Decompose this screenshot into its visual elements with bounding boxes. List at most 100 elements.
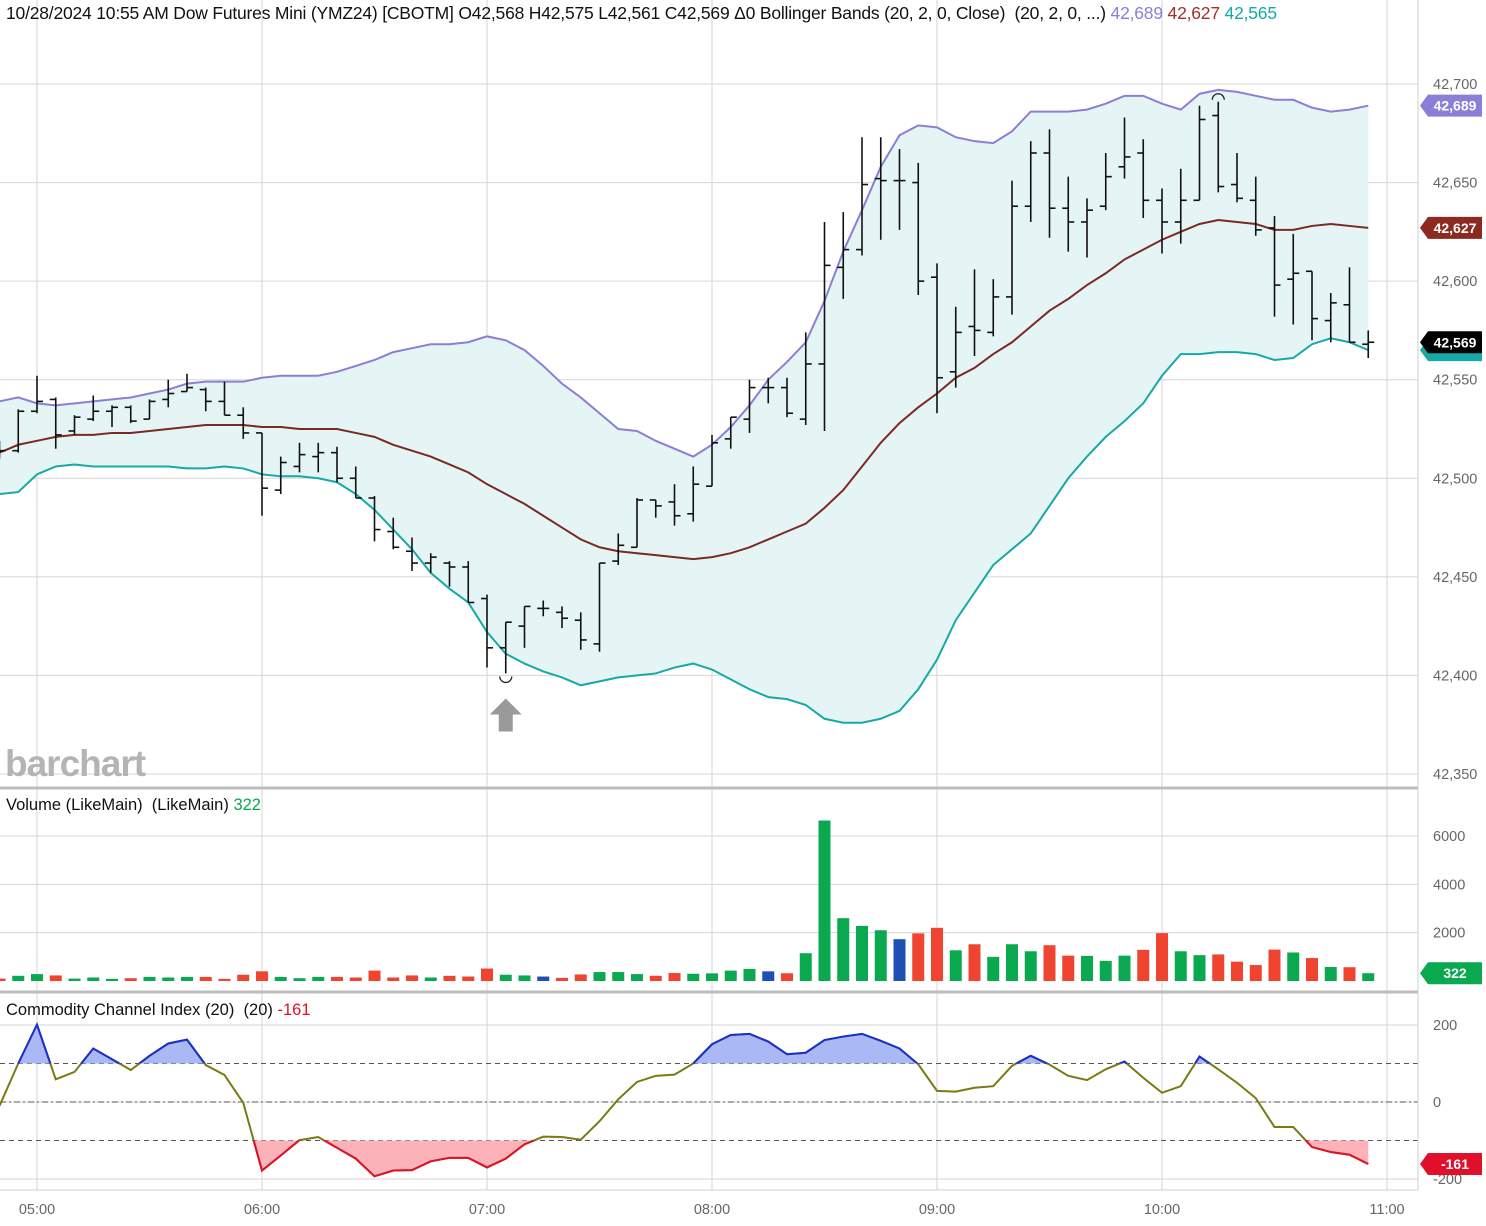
- price-bar: [1081, 198, 1093, 258]
- volume-tick-label: 2000: [1433, 926, 1465, 942]
- volume-bar: [481, 968, 493, 981]
- volume-bar: [668, 973, 681, 981]
- price-bar: [631, 497, 643, 549]
- middle-band-badge-shape: [1420, 216, 1482, 239]
- volume-bar: [912, 933, 925, 981]
- volume-bar: [181, 976, 193, 981]
- price-bar: [612, 533, 625, 566]
- price-bar: [124, 405, 137, 424]
- price-bar: [87, 395, 100, 422]
- bollinger-middle-line: [0, 219, 1369, 561]
- volume-bar: [1268, 949, 1281, 981]
- price-bar: [1324, 292, 1337, 343]
- cci-overbought-fill: [0, 1024, 1369, 1064]
- price-bar: [181, 373, 193, 393]
- header-middle-value: 42,627: [1167, 3, 1221, 23]
- middle-band-badge-text: 42,627: [1434, 220, 1477, 236]
- volume-bar: [1362, 973, 1375, 981]
- volume-bar: [574, 974, 587, 981]
- time-tick-label: 06:00: [244, 1202, 280, 1218]
- cci-line: [0, 1021, 1369, 1178]
- volume-bar: [12, 975, 25, 981]
- price-bar: [1118, 117, 1131, 179]
- cci-badge-shape: [1420, 1152, 1482, 1175]
- cci-tick-label: 200: [1433, 1018, 1457, 1034]
- price-tick-label: 42,450: [1433, 570, 1477, 586]
- price-bar: [1362, 330, 1375, 359]
- price-bar: [724, 416, 737, 449]
- cci-title[interactable]: Commodity Channel Index (20) (20) -161: [6, 1001, 311, 1020]
- price-tick-label: 42,500: [1433, 471, 1477, 487]
- volume-bar: [406, 975, 418, 981]
- time-tick-label: 07:00: [469, 1202, 505, 1218]
- volume-bar: [518, 975, 531, 981]
- volume-bar: [874, 930, 887, 981]
- volume-bar: [724, 970, 737, 981]
- volume-bar: [87, 977, 100, 981]
- price-bar: [556, 606, 568, 629]
- price-bar: [1006, 180, 1018, 315]
- volume-bar: [968, 944, 981, 981]
- volume-bar: [1118, 955, 1131, 981]
- volume-bar: [949, 950, 962, 981]
- volume-bar: [1343, 967, 1356, 981]
- price-bar: [874, 137, 887, 240]
- price-bar: [162, 379, 175, 408]
- price-bar: [481, 594, 493, 668]
- cci-title-text: Commodity Channel Index (20) (20): [6, 1001, 273, 1019]
- price-bar: [1268, 216, 1281, 317]
- volume-bar: [743, 968, 756, 981]
- upper-band-badge: 42,689: [1420, 94, 1482, 117]
- price-bar: [649, 499, 662, 518]
- volume-bar: [893, 939, 906, 981]
- price-bar: [293, 442, 306, 473]
- volume-bar: [443, 975, 456, 981]
- volume-bar: [218, 978, 231, 981]
- up-arrow-icon: [489, 698, 522, 732]
- price-bar: [499, 621, 512, 674]
- volume-bar: [462, 976, 475, 981]
- bollinger-upper-line: [0, 88, 1369, 458]
- volume-title[interactable]: Volume (LikeMain) (LikeMain) 322: [6, 796, 261, 815]
- price-bar: [1062, 176, 1075, 252]
- price-bar: [199, 387, 212, 412]
- time-tick-label: 09:00: [919, 1202, 955, 1218]
- volume-bar: [1212, 954, 1225, 981]
- price-bar: [762, 377, 775, 404]
- volume-bar: [1156, 933, 1168, 981]
- price-bar: [743, 379, 756, 433]
- price-bar: [781, 377, 793, 418]
- volume-bar: [649, 975, 662, 981]
- header-lower-value: 42,565: [1224, 3, 1278, 23]
- last-price-badge-text: 42,569: [1434, 334, 1477, 350]
- volume-bar: [856, 925, 868, 981]
- price-bar: [349, 466, 362, 499]
- volume-bar: [818, 820, 831, 981]
- volume-bar: [31, 974, 43, 981]
- volume-bar: [1024, 951, 1037, 981]
- volume-bar: [781, 973, 793, 981]
- price-bar: [424, 553, 437, 573]
- volume-bar: [687, 973, 700, 981]
- bollinger-band-fill: [0, 89, 1369, 723]
- volume-bar: [1231, 961, 1243, 981]
- volume-badge: 322: [1420, 962, 1482, 985]
- header-study[interactable]: Bollinger Bands (20, 2, 0, Close) (20, 2…: [759, 3, 1106, 23]
- price-bar: [518, 605, 531, 648]
- header-instrument: Dow Futures Mini (YMZ24) [CBOTM]: [173, 3, 454, 23]
- last-price-badge: 42,569: [1420, 331, 1482, 354]
- volume-bar: [612, 972, 625, 981]
- cci-last-value: -161: [277, 1001, 311, 1019]
- price-bar: [443, 561, 456, 587]
- volume-bar: [68, 978, 81, 981]
- price-bar: [106, 405, 118, 428]
- price-bar: [1024, 141, 1037, 222]
- price-bar: [462, 561, 475, 604]
- price-tick-label: 42,600: [1433, 274, 1477, 290]
- bollinger-lower-line: [0, 337, 1369, 724]
- price-bar: [1156, 188, 1168, 254]
- volume-bar: [537, 976, 550, 981]
- price-bar: [799, 332, 812, 426]
- volume-bar: [199, 976, 212, 981]
